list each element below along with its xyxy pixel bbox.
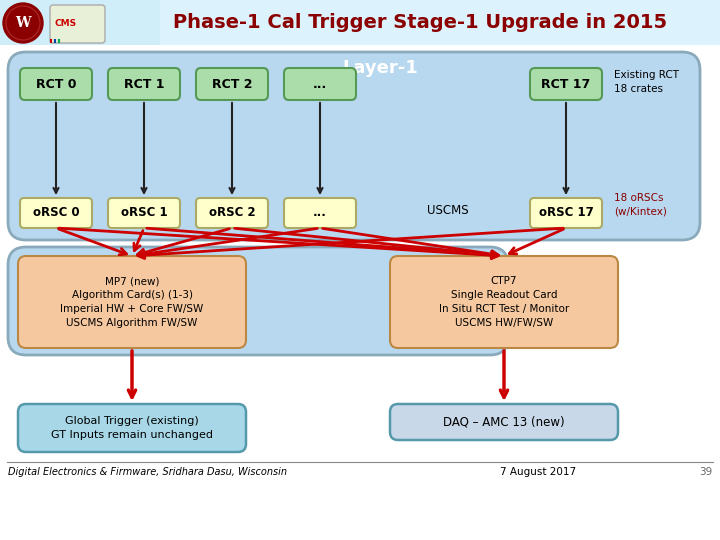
FancyBboxPatch shape (284, 198, 356, 228)
Text: Existing RCT
18 crates: Existing RCT 18 crates (614, 70, 679, 94)
Text: Layer-1: Layer-1 (342, 59, 418, 77)
Text: CMS: CMS (55, 19, 77, 29)
FancyBboxPatch shape (108, 198, 180, 228)
FancyBboxPatch shape (390, 256, 618, 348)
FancyBboxPatch shape (530, 198, 602, 228)
Text: Layer-2: Layer-2 (20, 256, 90, 274)
FancyBboxPatch shape (196, 68, 268, 100)
Circle shape (3, 3, 43, 43)
Text: oRSC 0: oRSC 0 (32, 206, 79, 219)
Text: W: W (15, 16, 31, 30)
Text: RCT 2: RCT 2 (212, 78, 252, 91)
FancyBboxPatch shape (18, 256, 246, 348)
Text: ...: ... (313, 78, 327, 91)
Text: RCT 0: RCT 0 (36, 78, 76, 91)
Text: USCMS: USCMS (427, 204, 469, 217)
FancyBboxPatch shape (20, 198, 92, 228)
Text: DAQ – AMC 13 (new): DAQ – AMC 13 (new) (444, 415, 564, 429)
FancyBboxPatch shape (160, 0, 720, 45)
Text: oRSC 17: oRSC 17 (539, 206, 593, 219)
Text: Phase-1 Cal Trigger Stage-1 Upgrade in 2015: Phase-1 Cal Trigger Stage-1 Upgrade in 2… (173, 12, 667, 31)
FancyBboxPatch shape (8, 52, 700, 240)
FancyBboxPatch shape (50, 5, 105, 43)
Text: 18 oRSCs
(w/Kintex): 18 oRSCs (w/Kintex) (614, 193, 667, 217)
Text: Global Trigger (existing)
GT Inputs remain unchanged: Global Trigger (existing) GT Inputs rema… (51, 416, 213, 440)
FancyBboxPatch shape (284, 68, 356, 100)
Text: oRSC 1: oRSC 1 (121, 206, 167, 219)
Text: RCT 1: RCT 1 (124, 78, 164, 91)
FancyBboxPatch shape (18, 404, 246, 452)
Text: 39: 39 (698, 467, 712, 477)
Text: 7 August 2017: 7 August 2017 (500, 467, 576, 477)
FancyBboxPatch shape (390, 404, 618, 440)
Text: oRSC 2: oRSC 2 (209, 206, 256, 219)
FancyBboxPatch shape (0, 0, 720, 45)
FancyBboxPatch shape (530, 68, 602, 100)
FancyBboxPatch shape (196, 198, 268, 228)
Text: Digital Electronics & Firmware, Sridhara Dasu, Wisconsin: Digital Electronics & Firmware, Sridhara… (8, 467, 287, 477)
Text: MP7 (new)
Algorithm Card(s) (1-3)
Imperial HW + Core FW/SW
USCMS Algorithm FW/SW: MP7 (new) Algorithm Card(s) (1-3) Imperi… (60, 276, 204, 328)
FancyBboxPatch shape (20, 68, 92, 100)
Text: ...: ... (313, 206, 327, 219)
FancyBboxPatch shape (108, 68, 180, 100)
FancyBboxPatch shape (8, 247, 508, 355)
Text: CTP7
Single Readout Card
In Situ RCT Test / Monitor
USCMS HW/FW/SW: CTP7 Single Readout Card In Situ RCT Tes… (439, 276, 569, 328)
Text: RCT 17: RCT 17 (541, 78, 590, 91)
